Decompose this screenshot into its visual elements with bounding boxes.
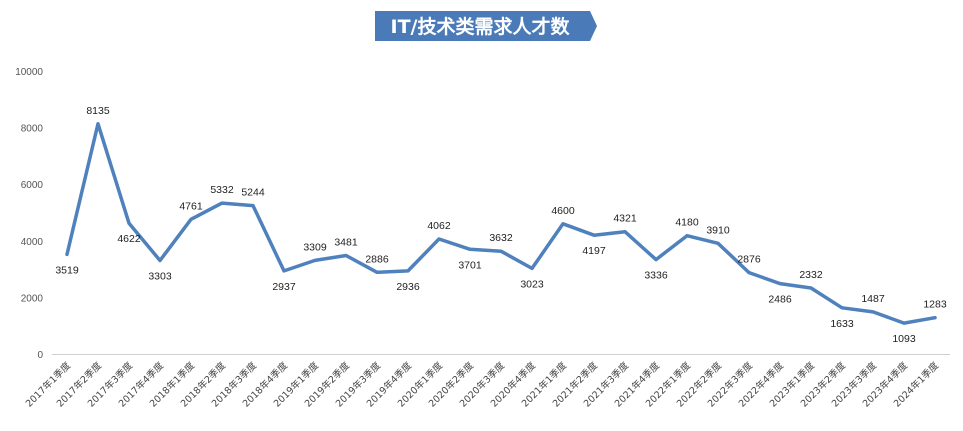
data-point: [282, 269, 286, 273]
data-point: [189, 217, 193, 221]
data-label: 2886: [365, 253, 389, 265]
data-label: 3023: [520, 278, 544, 290]
data-label: 5332: [210, 184, 234, 196]
y-tick-label: 2000: [21, 293, 44, 304]
y-tick-label: 0: [37, 350, 43, 361]
data-point: [375, 270, 379, 274]
series-line: [65, 122, 937, 325]
data-label: 4197: [582, 245, 606, 257]
data-point: [468, 247, 472, 251]
chart-title-text: IT/技术类需求人才数: [391, 15, 571, 38]
data-label: 4062: [427, 220, 451, 232]
data-label: 2332: [799, 269, 823, 281]
data-point: [530, 266, 534, 270]
data-point: [685, 234, 689, 238]
data-point: [437, 237, 441, 241]
chart-title: IT/技术类需求人才数: [375, 11, 597, 41]
data-point: [251, 204, 255, 208]
data-label: 3519: [55, 264, 79, 276]
data-point: [809, 286, 813, 290]
data-label: 4761: [179, 200, 203, 212]
data-point: [747, 271, 751, 275]
data-label: 4622: [117, 233, 141, 245]
y-tick-label: 8000: [21, 124, 44, 135]
data-point: [158, 259, 162, 263]
data-label: 2937: [272, 281, 296, 293]
data-label: 3481: [334, 236, 358, 248]
data-point: [406, 269, 410, 273]
data-point: [65, 252, 69, 256]
data-point: [902, 321, 906, 325]
data-label: 3309: [303, 241, 327, 253]
data-point: [561, 222, 565, 226]
data-label: 2936: [396, 281, 420, 293]
y-tick-label: 10000: [15, 67, 43, 78]
data-label: 1487: [861, 293, 885, 305]
data-point: [623, 230, 627, 234]
series-group: [65, 122, 937, 325]
data-label: 3336: [644, 270, 668, 282]
data-label: 3632: [489, 232, 513, 244]
data-label: 3910: [706, 224, 730, 236]
data-point: [220, 201, 224, 205]
data-point: [592, 233, 596, 237]
data-label: 3303: [148, 271, 172, 283]
data-point: [716, 241, 720, 245]
data-point: [778, 282, 782, 286]
data-point: [840, 306, 844, 310]
y-axis: 0 2000 4000 6000 8000 10000: [15, 67, 43, 361]
y-tick-label: 6000: [21, 180, 44, 191]
data-point: [127, 221, 131, 225]
data-labels: 3519 8135 4622 3303 4761 5332 5244 2937 3309 3481…: [55, 105, 947, 345]
data-label: 1093: [892, 333, 916, 345]
data-label: 4321: [613, 213, 637, 225]
title-banner: [375, 11, 597, 41]
data-label: 1633: [830, 318, 854, 330]
data-label: 1283: [923, 299, 947, 311]
data-point: [499, 249, 503, 253]
data-point: [933, 316, 937, 320]
data-point: [313, 258, 317, 262]
y-tick-label: 4000: [21, 237, 44, 248]
data-label: 2486: [768, 294, 792, 306]
data-point: [871, 310, 875, 314]
data-label: 8135: [86, 105, 110, 117]
data-point: [96, 122, 100, 126]
data-label: 4600: [551, 205, 575, 217]
data-point: [344, 253, 348, 257]
data-label: 5244: [241, 187, 265, 199]
x-axis: 2017年1季度2017年2季度2017年3季度2017年4季度2018年1季度…: [23, 354, 950, 410]
data-label: 4180: [675, 217, 699, 229]
data-label: 2876: [737, 254, 761, 266]
data-point: [654, 258, 658, 262]
data-label: 3701: [458, 259, 482, 271]
